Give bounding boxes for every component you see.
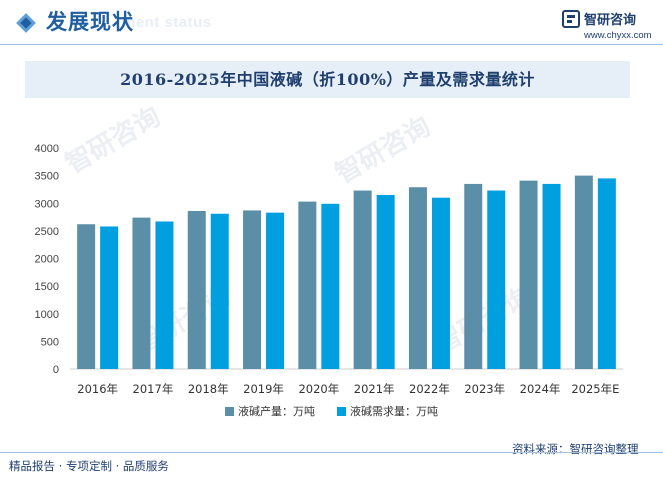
brand-logo-icon bbox=[562, 10, 580, 28]
bar-demand bbox=[487, 190, 506, 369]
chart-title-band bbox=[25, 61, 630, 98]
bar-production bbox=[132, 217, 151, 369]
y-tick-label: 3000 bbox=[35, 198, 59, 210]
footer-tagline: 精品报告 · 专项定制 · 品质服务 bbox=[9, 459, 169, 473]
x-tick-label: 2024年 bbox=[520, 382, 561, 396]
bar-demand bbox=[155, 221, 174, 369]
legend-swatch bbox=[337, 407, 346, 416]
legend-label: 液碱产量：万吨 bbox=[238, 404, 315, 418]
chart-title: 2016-2025年中国液碱（折100%）产量及需求量统计 bbox=[120, 70, 535, 89]
page-header: ment status 发展现状 智研咨询 www.chyxx.com bbox=[0, 0, 663, 48]
footer-divider bbox=[0, 452, 663, 453]
y-tick-label: 3500 bbox=[35, 171, 59, 183]
bar-demand bbox=[597, 178, 616, 369]
x-tick-label: 2016年 bbox=[77, 382, 118, 396]
y-tick-label: 500 bbox=[41, 336, 59, 348]
y-tick-label: 4000 bbox=[35, 143, 59, 155]
header-subtitle: ment status bbox=[122, 14, 212, 31]
bar-production bbox=[77, 224, 96, 369]
y-tick-label: 1000 bbox=[35, 309, 59, 321]
x-tick-label: 2022年 bbox=[409, 382, 450, 396]
bar-demand bbox=[210, 213, 229, 369]
bar-production bbox=[298, 201, 317, 369]
source-note: 资料来源：智研咨询整理 bbox=[512, 442, 639, 456]
x-tick-label: 2020年 bbox=[298, 382, 339, 396]
diamond-icon bbox=[16, 13, 36, 33]
x-tick-label: 2019年 bbox=[243, 382, 284, 396]
x-tick-label: 2018年 bbox=[188, 382, 229, 396]
brand-name: 智研咨询 bbox=[584, 13, 637, 28]
y-tick-label: 2000 bbox=[35, 254, 59, 266]
bar-demand bbox=[431, 197, 450, 369]
legend-swatch bbox=[225, 407, 234, 416]
bar-production bbox=[187, 210, 206, 369]
x-tick-label: 2025年E bbox=[571, 382, 619, 396]
bar-demand bbox=[321, 203, 340, 369]
header-divider bbox=[0, 44, 663, 45]
bar-production bbox=[408, 187, 427, 369]
brand-url: www.chyxx.com bbox=[584, 30, 652, 41]
x-tick-label: 2021年 bbox=[354, 382, 395, 396]
bar-demand bbox=[100, 226, 119, 369]
bar-production bbox=[519, 180, 538, 369]
y-tick-label: 1500 bbox=[35, 281, 59, 293]
bar-production bbox=[243, 210, 262, 369]
y-tick-label: 2500 bbox=[35, 226, 59, 238]
bar-production bbox=[353, 190, 372, 369]
bar-production bbox=[574, 175, 593, 369]
bar-production bbox=[464, 183, 483, 369]
x-tick-label: 2023年 bbox=[464, 382, 505, 396]
bar-demand bbox=[376, 194, 395, 369]
bar-demand bbox=[266, 212, 285, 369]
y-tick-label: 0 bbox=[53, 364, 59, 376]
legend-label: 液碱需求量：万吨 bbox=[350, 404, 438, 418]
x-tick-label: 2017年 bbox=[133, 382, 174, 396]
bar-demand bbox=[542, 183, 561, 369]
section-title: 发展现状 bbox=[46, 9, 134, 34]
